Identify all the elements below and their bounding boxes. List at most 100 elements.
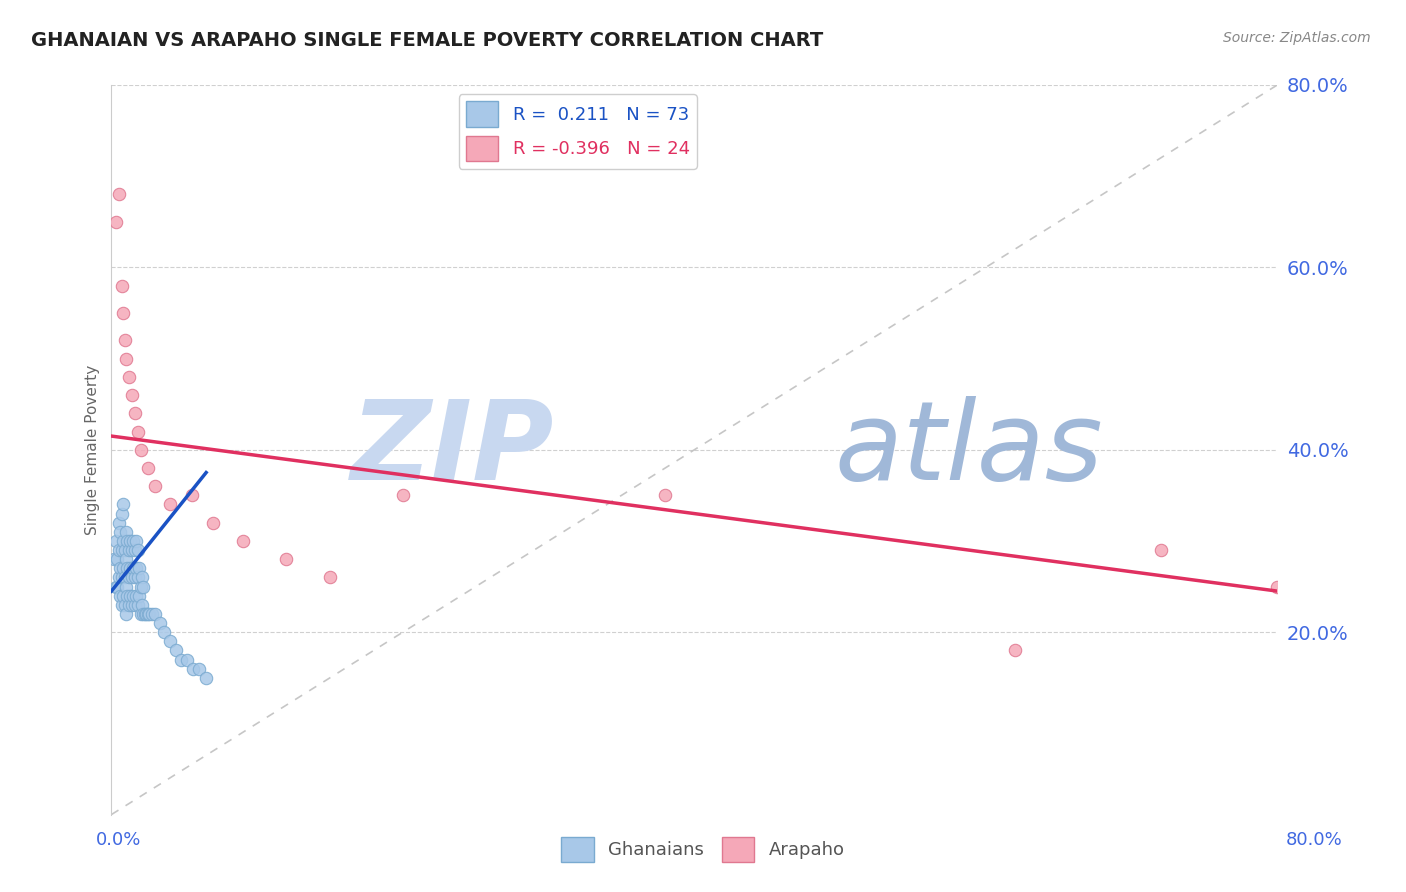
Point <box>107 570 129 584</box>
Point <box>110 570 132 584</box>
Point <box>108 589 131 603</box>
Text: 0.0%: 0.0% <box>96 831 141 849</box>
Point <box>125 589 148 603</box>
Point <box>136 461 159 475</box>
Point <box>127 570 149 584</box>
Point <box>129 607 152 621</box>
Point <box>115 607 138 621</box>
Point <box>121 543 143 558</box>
Point <box>181 662 204 676</box>
Point <box>180 488 202 502</box>
Point <box>121 598 143 612</box>
Point <box>202 516 225 530</box>
Point <box>159 498 181 512</box>
Point <box>110 507 132 521</box>
Point <box>125 561 148 575</box>
Point <box>107 187 129 202</box>
Point <box>110 278 132 293</box>
Point <box>131 570 153 584</box>
Point <box>115 351 138 366</box>
Point <box>105 552 128 566</box>
Point <box>117 589 139 603</box>
Point <box>118 570 141 584</box>
Point <box>122 561 145 575</box>
Legend: Ghanaians, Arapaho: Ghanaians, Arapaho <box>554 830 852 870</box>
Point <box>1265 580 1288 594</box>
Point <box>121 388 143 402</box>
Point <box>176 652 198 666</box>
Point <box>129 442 152 457</box>
Point <box>195 671 218 685</box>
Point <box>114 543 136 558</box>
Point <box>134 607 156 621</box>
Point <box>148 615 170 630</box>
Point <box>117 561 139 575</box>
Point <box>135 607 157 621</box>
Point <box>112 533 135 548</box>
Text: GHANAIAN VS ARAPAHO SINGLE FEMALE POVERTY CORRELATION CHART: GHANAIAN VS ARAPAHO SINGLE FEMALE POVERT… <box>31 31 823 50</box>
Point <box>132 607 155 621</box>
Text: 80.0%: 80.0% <box>1286 831 1343 849</box>
Point <box>136 607 159 621</box>
Point <box>104 533 127 548</box>
Point <box>654 488 676 502</box>
Text: ZIP: ZIP <box>352 396 554 503</box>
Point <box>1004 643 1026 657</box>
Point <box>392 488 415 502</box>
Point <box>112 498 135 512</box>
Point <box>104 215 127 229</box>
Point <box>114 334 136 348</box>
Point <box>143 479 166 493</box>
Point <box>112 561 135 575</box>
Point <box>128 589 150 603</box>
Point <box>107 516 129 530</box>
Text: Source: ZipAtlas.com: Source: ZipAtlas.com <box>1223 31 1371 45</box>
Point <box>122 533 145 548</box>
Point <box>108 524 131 539</box>
Point <box>115 524 138 539</box>
Point <box>187 662 209 676</box>
Point <box>118 598 141 612</box>
Point <box>143 607 166 621</box>
Point <box>112 589 135 603</box>
Point <box>1150 543 1173 558</box>
Point <box>117 533 139 548</box>
Point <box>141 607 163 621</box>
Point <box>124 406 146 420</box>
Point <box>104 580 127 594</box>
Point <box>124 570 146 584</box>
Point <box>118 369 141 384</box>
Point <box>153 625 176 640</box>
Point <box>121 570 143 584</box>
Text: atlas: atlas <box>834 396 1102 503</box>
Point <box>120 561 142 575</box>
Point <box>114 598 136 612</box>
Point <box>122 589 145 603</box>
Legend: R =  0.211   N = 73, R = -0.396   N = 24: R = 0.211 N = 73, R = -0.396 N = 24 <box>458 94 697 169</box>
Point <box>124 543 146 558</box>
Point <box>115 552 138 566</box>
Point <box>127 543 149 558</box>
Point <box>118 543 141 558</box>
Point <box>319 570 342 584</box>
Point <box>114 570 136 584</box>
Point <box>125 533 148 548</box>
Point <box>108 561 131 575</box>
Point <box>120 533 142 548</box>
Point <box>110 543 132 558</box>
Point <box>110 598 132 612</box>
Point <box>127 598 149 612</box>
Point <box>132 580 155 594</box>
Point <box>124 598 146 612</box>
Point <box>170 652 193 666</box>
Point <box>103 552 125 566</box>
Point <box>115 580 138 594</box>
Point <box>127 425 149 439</box>
Point <box>129 580 152 594</box>
Point <box>276 552 298 566</box>
Point <box>131 598 153 612</box>
Point <box>232 533 254 548</box>
Point <box>128 561 150 575</box>
Point <box>105 580 128 594</box>
Point <box>159 634 181 648</box>
